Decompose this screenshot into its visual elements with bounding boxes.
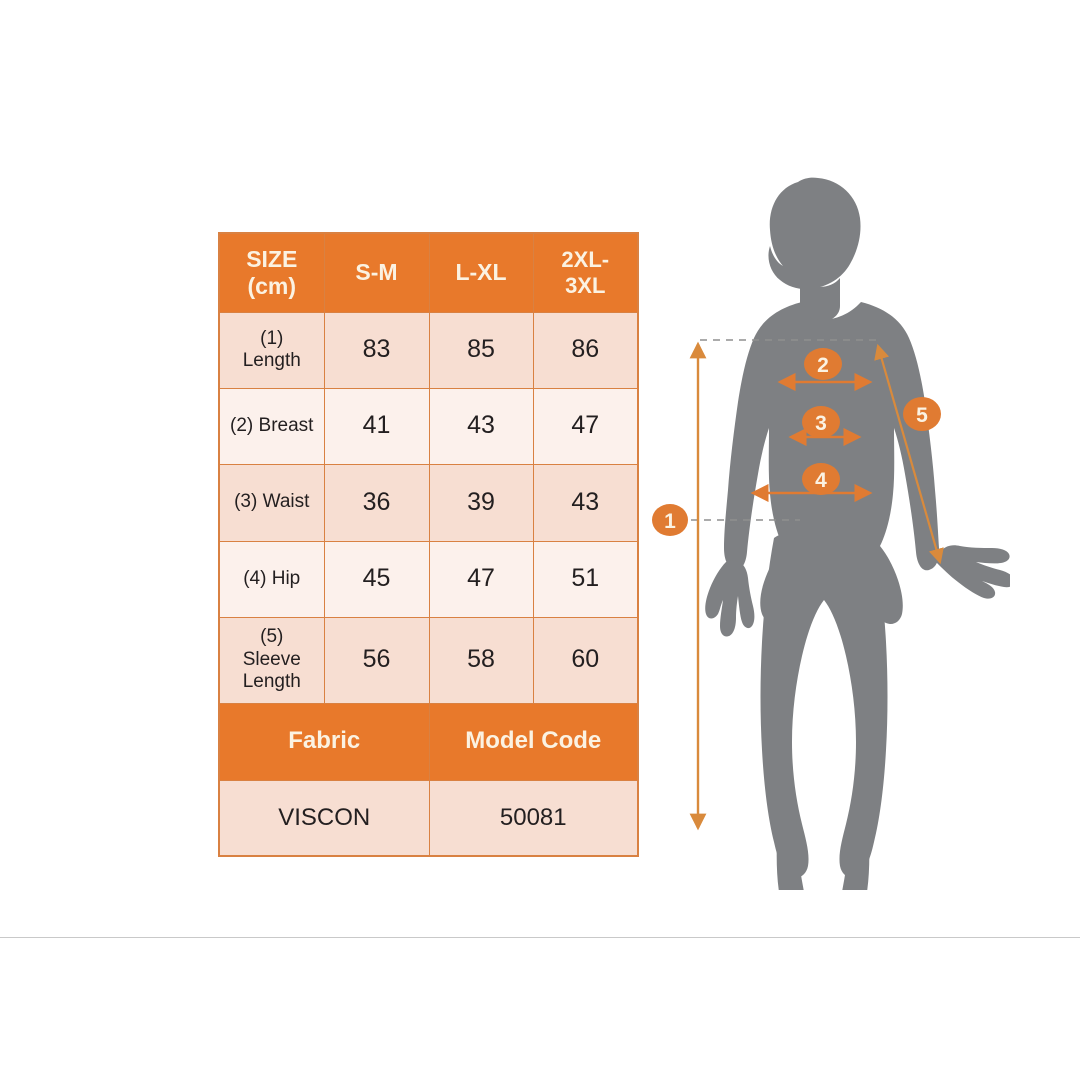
cell-hip-sm: 45	[323, 540, 430, 618]
arrow-sleeve-diagonal	[874, 343, 944, 565]
row-label-sleeve-line2: Sleeve	[242, 648, 301, 670]
badge-3-circle	[802, 406, 840, 438]
row-label-length-line2: Length	[242, 350, 301, 371]
cell-sleeve-sm: 56	[323, 616, 430, 704]
cell-breast-2xl3xl: 47	[532, 387, 639, 465]
row-label-waist: (3) Waist	[218, 463, 325, 542]
row-label-breast: (2) Breast	[218, 387, 325, 465]
badge-1-circle	[652, 504, 688, 536]
cell-model-code-value: 50081	[428, 779, 639, 857]
measurement-diagram: 1 2 3 4	[650, 150, 1010, 890]
header-fabric: Fabric	[218, 702, 430, 781]
table-header-row: SIZE (cm) S-M L-XL 2XL- 3XL	[218, 232, 639, 313]
header-col-2xl3xl-line2: 3XL	[565, 272, 606, 298]
cell-waist-2xl3xl: 43	[532, 463, 639, 542]
measure-2-breast: 2	[777, 348, 873, 392]
female-silhouette-diagram: 1 2 3 4	[652, 177, 1010, 890]
row-label-sleeve-line3: Length	[242, 671, 301, 693]
badge-4-circle	[802, 463, 840, 495]
fabric-value-row: VISCON 50081	[218, 779, 639, 857]
header-col-sm: S-M	[323, 232, 430, 313]
female-body-silhouette	[705, 177, 1010, 890]
cell-length-2xl3xl: 86	[532, 311, 639, 389]
table-row: (1) Length 83 85 86	[218, 311, 639, 389]
measure-4-hip: 4	[750, 463, 873, 503]
cell-breast-lxl: 43	[428, 387, 534, 465]
horizontal-separator	[0, 937, 1080, 938]
header-col-2xl3xl-line1: 2XL-	[561, 246, 610, 272]
row-label-sleeve-line1: (5)	[260, 626, 284, 648]
measure-1-length-guide	[678, 339, 880, 831]
cell-breast-sm: 41	[323, 387, 430, 465]
badge-2-label: 2	[817, 354, 829, 377]
header-size-label: SIZE	[246, 245, 298, 272]
cell-hip-lxl: 47	[428, 540, 534, 618]
cell-waist-sm: 36	[323, 463, 430, 542]
row-label-hip: (4) Hip	[218, 540, 325, 618]
header-size-unit: (cm)	[247, 272, 297, 299]
fabric-header-row: Fabric Model Code	[218, 702, 639, 781]
table-row: (4) Hip 45 47 51	[218, 540, 639, 618]
table-row: (5) Sleeve Length 56 58 60	[218, 616, 639, 704]
table-row: (2) Breast 41 43 47	[218, 387, 639, 465]
cell-length-lxl: 85	[428, 311, 534, 389]
badge-4-label: 4	[815, 469, 827, 492]
header-col-2xl3xl: 2XL- 3XL	[532, 232, 639, 313]
cell-waist-lxl: 39	[428, 463, 534, 542]
measure-3-waist: 3	[788, 406, 862, 447]
cell-length-sm: 83	[323, 311, 430, 389]
row-label-sleeve-length: (5) Sleeve Length	[218, 616, 325, 704]
badge-3-label: 3	[815, 412, 827, 435]
measure-5-sleeve-length: 5	[874, 343, 944, 565]
table-row: (3) Waist 36 39 43	[218, 463, 639, 542]
cell-sleeve-2xl3xl: 60	[532, 616, 639, 704]
header-model-code: Model Code	[428, 702, 639, 781]
size-chart-table: SIZE (cm) S-M L-XL 2XL- 3XL (1) Length 8…	[218, 232, 639, 857]
cell-sleeve-lxl: 58	[428, 616, 534, 704]
badge-5-circle	[903, 397, 941, 431]
row-label-length-line1: (1)	[260, 327, 284, 349]
cell-fabric-value: VISCON	[218, 779, 430, 857]
badge-5-label: 5	[916, 404, 928, 427]
cell-hip-2xl3xl: 51	[532, 540, 639, 618]
badge-1-label: 1	[664, 510, 676, 533]
header-col-lxl: L-XL	[428, 232, 534, 313]
header-size-cell: SIZE (cm)	[218, 232, 325, 313]
badge-2-circle	[804, 348, 842, 380]
badge-1: 1	[652, 504, 688, 536]
row-label-length: (1) Length	[218, 311, 325, 389]
